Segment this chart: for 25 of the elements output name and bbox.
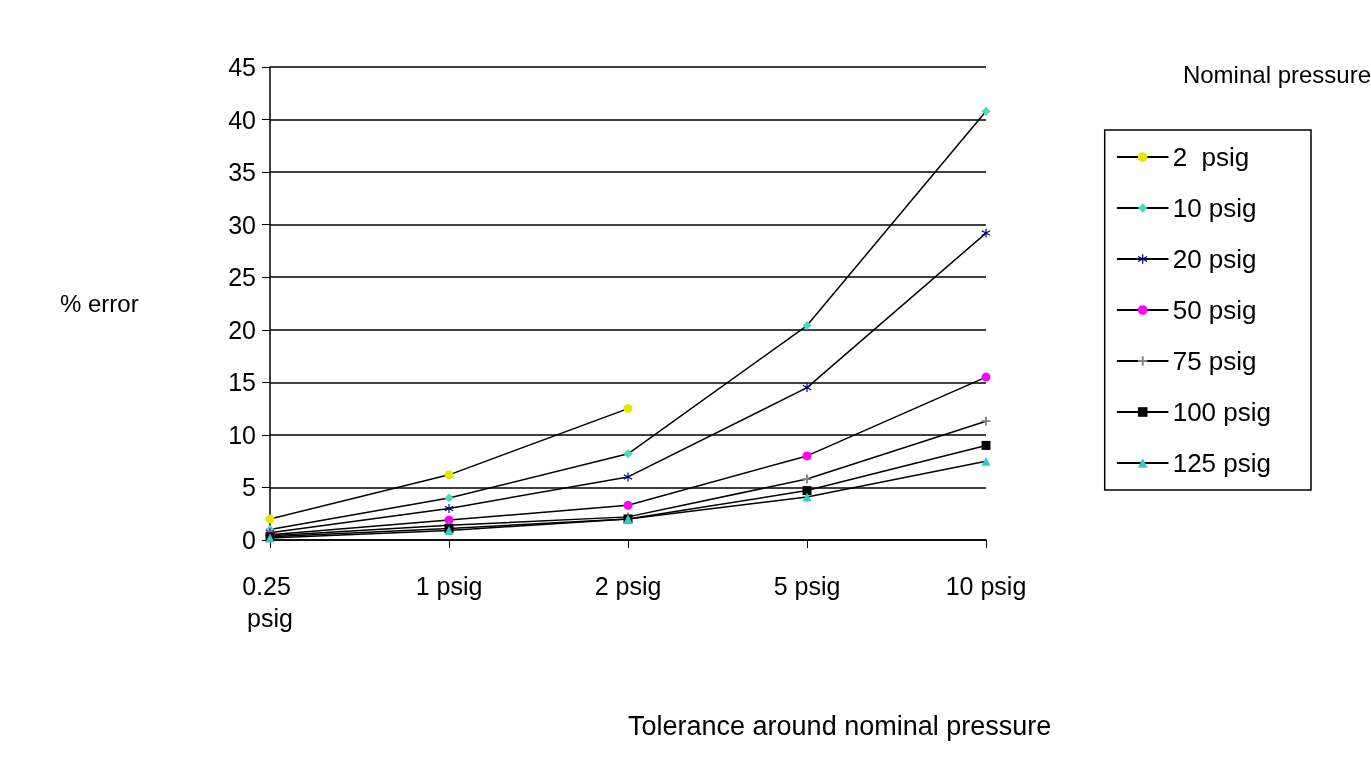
y-tick-label: 35 xyxy=(228,158,256,187)
legend-label: 75 psig xyxy=(1172,346,1257,376)
y-tick-label: 5 xyxy=(242,473,256,502)
legend-label: 20 psig xyxy=(1172,244,1257,274)
x-axis-title: Tolerance around nominal pressure xyxy=(628,710,1052,741)
legend-label: 125 psig xyxy=(1172,448,1272,478)
y-tick-label: 40 xyxy=(228,105,256,134)
y-tick-label: 0 xyxy=(242,526,256,554)
legend-label: 50 psig xyxy=(1172,295,1257,325)
x-tick-label: 10 psig xyxy=(945,572,1027,600)
x-tick-label: 1 psig xyxy=(415,572,483,600)
x-tick-label: 0.25 psig xyxy=(242,572,298,632)
y-tick-label: 45 xyxy=(228,53,256,81)
y-axis-title: % error xyxy=(60,289,139,317)
x-tick-label: 5 psig xyxy=(773,572,841,600)
legend-label: 2 psig xyxy=(1172,142,1250,172)
y-tick-label: 10 xyxy=(228,420,256,449)
y-tick-label: 20 xyxy=(228,315,256,344)
y-tick-label: 25 xyxy=(228,263,256,292)
legend-title: Nominal pressure xyxy=(1182,60,1371,88)
y-tick-label: 30 xyxy=(228,210,256,239)
legend-label: 100 psig xyxy=(1172,397,1272,427)
legend-label: 10 psig xyxy=(1172,193,1257,223)
y-tick-label: 15 xyxy=(228,368,256,397)
x-tick-label: 2 psig xyxy=(594,572,662,600)
